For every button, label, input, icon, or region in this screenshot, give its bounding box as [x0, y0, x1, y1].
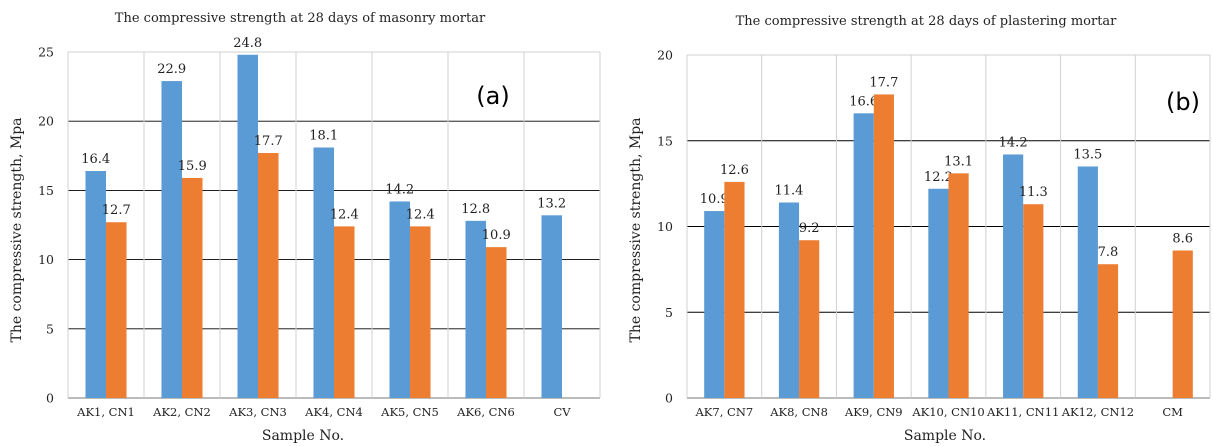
chart-a-bar [486, 247, 507, 398]
chart-b-category-label: AK9, CN9 [844, 405, 903, 419]
chart-b-bar [704, 211, 725, 398]
chart-a-bar [106, 222, 127, 398]
chart-a-y-tick-label: 25 [38, 45, 54, 60]
chart-b-data-label: 13.1 [944, 154, 973, 169]
chart-a-bar [237, 54, 258, 398]
chart-b-y-tick-label: 5 [665, 305, 673, 320]
chart-b-data-label: 9.2 [799, 221, 820, 236]
chart-a-data-label: 16.4 [81, 152, 110, 167]
chart-a-y-tick-label: 20 [38, 114, 54, 129]
chart-a-ylabel: The compressive strength, Mpa [9, 117, 25, 342]
chart-a-data-label: 12.4 [330, 207, 359, 222]
chart-b-data-label: 11.4 [775, 183, 804, 198]
chart-a-xlabel: Sample No. [262, 428, 344, 444]
chart-b-category-label: AK11, CN11 [986, 405, 1059, 419]
chart-b-data-label: 12.6 [720, 163, 749, 178]
chart-b-category-label: AK10, CN10 [911, 405, 984, 419]
chart-b-data-label: 12.2 [924, 170, 953, 185]
chart-b-category-label: AK12, CN12 [1061, 405, 1134, 419]
chart-a-category-label: AK2, CN2 [152, 405, 211, 419]
chart-a-bar [410, 226, 431, 398]
chart-b-bar [778, 202, 800, 398]
chart-a-category-label: AK1, CN1 [76, 405, 135, 419]
chart-b-data-label: 13.5 [1073, 147, 1102, 162]
chart-b-bar [724, 181, 745, 398]
chart-b-category-label: CM [1162, 405, 1183, 419]
chart-a-data-label: 12.8 [461, 202, 490, 217]
chart-a-data-label: 12.7 [102, 203, 131, 218]
chart-b-data-label: 17.7 [869, 75, 898, 90]
chart-a-bar [182, 177, 203, 398]
chart-a-data-label: 15.9 [178, 159, 207, 174]
chart-a-data-label: 22.9 [157, 62, 186, 77]
chart-a-bar [258, 153, 279, 398]
chart-b-xlabel: Sample No. [904, 428, 986, 444]
chart-a-data-label: 17.7 [254, 134, 283, 149]
chart-a-data-label: 24.8 [233, 36, 262, 51]
chart-a-bar [161, 81, 182, 399]
chart-b-svg: The compressive strength at 28 days of p… [628, 14, 1211, 444]
chart-b-y-tick-label: 20 [657, 48, 673, 63]
chart-b-bar [873, 94, 894, 398]
chart-a-bar [465, 220, 486, 398]
chart-a-data-label: 12.4 [406, 207, 435, 222]
chart-a-y-tick-label: 5 [46, 321, 54, 336]
chart-b-data-label: 11.3 [1019, 185, 1048, 200]
chart-a-data-label: 13.2 [537, 196, 566, 211]
chart-a-bar [85, 171, 106, 398]
chart-b-bar [1023, 204, 1044, 398]
chart-a-y-tick-label: 0 [46, 391, 54, 406]
chart-b-category-label: AK8, CN8 [769, 405, 828, 419]
chart-b-y-tick-label: 10 [657, 219, 673, 234]
chart-a-bar [389, 201, 410, 398]
chart-a-category-label: AK3, CN3 [228, 405, 287, 419]
chart-a: The compressive strength at 28 days of m… [9, 11, 601, 444]
chart-a-data-label: 10.9 [482, 228, 511, 243]
chart-b-title: The compressive strength at 28 days of p… [736, 14, 1118, 29]
chart-b-bar [1172, 250, 1193, 398]
chart-a-bar [334, 226, 355, 398]
chart-b-bar [1097, 264, 1119, 398]
chart-b-category-label: AK7, CN7 [695, 405, 754, 419]
chart-a-svg: The compressive strength at 28 days of m… [9, 11, 601, 444]
chart-b-data-label: 7.8 [1098, 245, 1119, 260]
chart-b-bar [853, 113, 874, 398]
chart-b-panel-label: (b) [1166, 88, 1200, 116]
chart-b-bar [1003, 154, 1024, 398]
chart-b-ylabel: The compressive strength, Mpa [628, 117, 644, 342]
chart-b-bar [1077, 166, 1098, 398]
chart-b-bar [948, 173, 969, 398]
chart-b-data-label: 14.2 [999, 135, 1028, 150]
chart-a-bar [313, 147, 334, 398]
chart-a-category-label: CV [553, 405, 571, 419]
chart-b-data-label: 10.9 [700, 192, 729, 207]
chart-b-data-label: 16.6 [849, 94, 878, 109]
chart-a-category-label: AK6, CN6 [456, 405, 515, 419]
chart-a-panel-label: (a) [476, 82, 509, 110]
chart-a-category-label: AK4, CN4 [304, 405, 363, 419]
chart-a-title: The compressive strength at 28 days of m… [115, 11, 486, 26]
chart-a-bar [541, 215, 562, 398]
chart-b-y-tick-label: 15 [657, 133, 673, 148]
chart-b-data-label: 8.6 [1172, 232, 1193, 247]
chart-b-bar [928, 188, 949, 398]
chart-a-category-label: AK5, CN5 [380, 405, 439, 419]
chart-b: The compressive strength at 28 days of p… [610, 0, 1213, 446]
chart-b-y-tick-label: 0 [665, 391, 673, 406]
chart-a-data-label: 18.1 [309, 128, 338, 143]
chart-a-y-tick-label: 10 [38, 252, 54, 267]
chart-a-y-tick-label: 15 [38, 183, 54, 198]
chart-a-data-label: 14.2 [385, 182, 414, 197]
chart-b-bar [799, 240, 820, 398]
